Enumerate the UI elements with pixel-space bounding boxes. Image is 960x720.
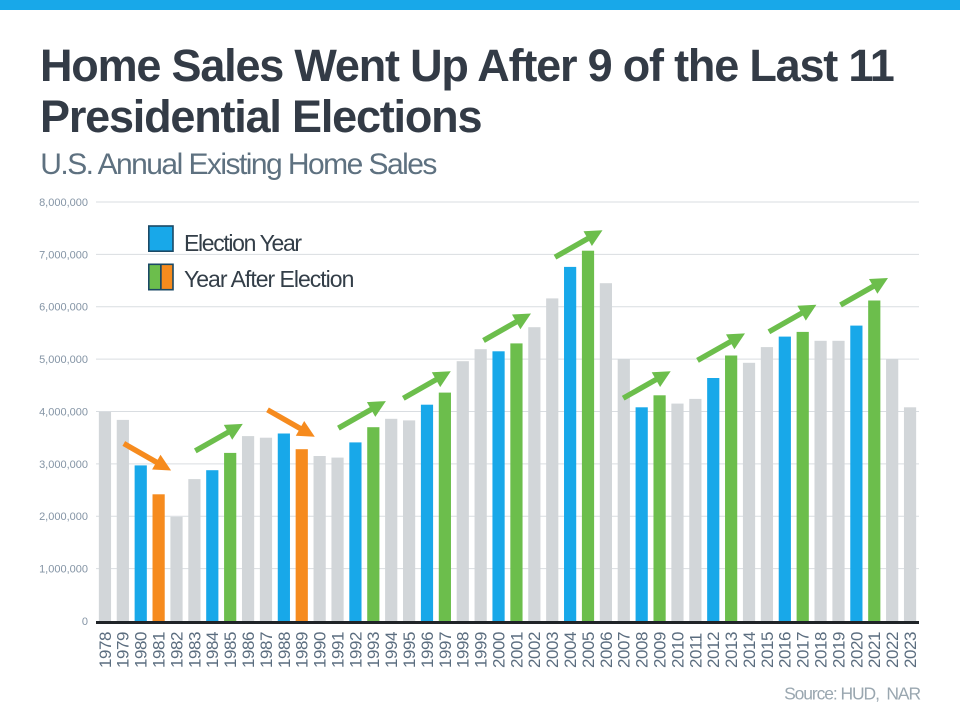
svg-text:Election Year: Election Year bbox=[184, 230, 302, 256]
svg-text:1992: 1992 bbox=[346, 632, 365, 668]
svg-text:1,000,000: 1,000,000 bbox=[39, 564, 88, 576]
svg-text:2009: 2009 bbox=[650, 632, 669, 668]
svg-text:1989: 1989 bbox=[293, 632, 312, 668]
svg-text:1981: 1981 bbox=[150, 632, 169, 668]
svg-text:2012: 2012 bbox=[704, 632, 723, 668]
svg-text:1997: 1997 bbox=[436, 632, 455, 668]
svg-text:2004: 2004 bbox=[561, 632, 580, 668]
svg-text:Year After Election: Year After Election bbox=[184, 266, 354, 292]
svg-text:4,000,000: 4,000,000 bbox=[39, 406, 88, 418]
svg-text:2013: 2013 bbox=[722, 632, 741, 668]
svg-text:1991: 1991 bbox=[328, 632, 347, 668]
svg-text:3,000,000: 3,000,000 bbox=[39, 459, 88, 471]
svg-text:1994: 1994 bbox=[382, 632, 401, 668]
svg-text:2020: 2020 bbox=[847, 632, 866, 668]
svg-text:1988: 1988 bbox=[275, 632, 294, 668]
svg-text:1983: 1983 bbox=[185, 632, 204, 668]
svg-text:1999: 1999 bbox=[472, 632, 491, 668]
svg-text:2002: 2002 bbox=[525, 632, 544, 668]
svg-text:0: 0 bbox=[82, 616, 88, 628]
svg-text:1996: 1996 bbox=[418, 632, 437, 668]
svg-text:2018: 2018 bbox=[812, 632, 831, 668]
svg-text:1990: 1990 bbox=[311, 632, 330, 668]
svg-text:1984: 1984 bbox=[203, 632, 222, 668]
svg-text:2016: 2016 bbox=[776, 632, 795, 668]
svg-text:2008: 2008 bbox=[633, 632, 652, 668]
svg-text:1995: 1995 bbox=[400, 632, 419, 668]
svg-text:1993: 1993 bbox=[364, 632, 383, 668]
svg-text:2019: 2019 bbox=[829, 632, 848, 668]
svg-text:1998: 1998 bbox=[454, 632, 473, 668]
svg-text:2006: 2006 bbox=[597, 632, 616, 668]
svg-text:1987: 1987 bbox=[257, 632, 276, 668]
svg-text:2010: 2010 bbox=[668, 632, 687, 668]
svg-text:8,000,000: 8,000,000 bbox=[39, 197, 88, 209]
svg-text:2015: 2015 bbox=[758, 632, 777, 668]
svg-text:1985: 1985 bbox=[221, 632, 240, 668]
svg-text:2001: 2001 bbox=[507, 632, 526, 668]
svg-text:2003: 2003 bbox=[543, 632, 562, 668]
svg-text:2,000,000: 2,000,000 bbox=[39, 511, 88, 523]
svg-text:2011: 2011 bbox=[686, 633, 705, 668]
svg-text:2022: 2022 bbox=[883, 632, 902, 668]
svg-text:2005: 2005 bbox=[579, 632, 598, 668]
svg-text:7,000,000: 7,000,000 bbox=[39, 249, 88, 261]
svg-text:2017: 2017 bbox=[794, 632, 813, 668]
svg-text:2021: 2021 bbox=[865, 632, 884, 668]
svg-text:1978: 1978 bbox=[96, 632, 115, 668]
svg-text:6,000,000: 6,000,000 bbox=[39, 302, 88, 314]
svg-text:1980: 1980 bbox=[132, 632, 151, 668]
svg-text:2014: 2014 bbox=[740, 632, 759, 668]
svg-text:2007: 2007 bbox=[615, 632, 634, 668]
svg-text:Source: HUD, NAR: Source: HUD, NAR bbox=[784, 683, 920, 703]
svg-text:5,000,000: 5,000,000 bbox=[39, 354, 88, 366]
svg-text:1979: 1979 bbox=[114, 632, 133, 668]
svg-text:2000: 2000 bbox=[489, 632, 508, 668]
svg-text:2023: 2023 bbox=[901, 632, 920, 668]
svg-text:1986: 1986 bbox=[239, 632, 258, 668]
svg-text:1982: 1982 bbox=[167, 632, 186, 668]
